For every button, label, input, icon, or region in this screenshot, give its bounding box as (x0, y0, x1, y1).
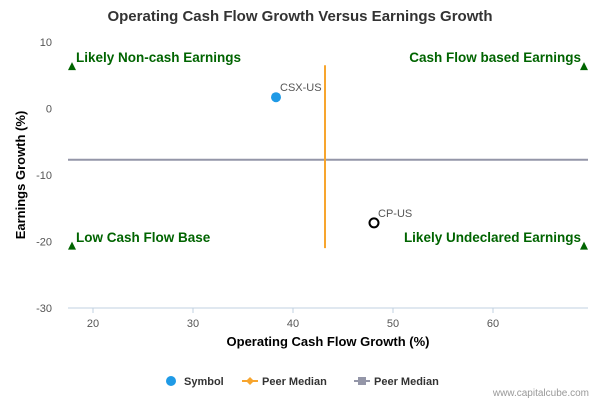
x-tick-label: 30 (187, 318, 199, 330)
y-tick-label: 0 (46, 104, 52, 116)
legend-symbol (246, 377, 254, 385)
y-tick-label: 10 (40, 37, 52, 49)
legend-label: Peer Median (374, 376, 439, 388)
quadrant-label-top-right: Cash Flow based Earnings (409, 50, 581, 65)
quadrant-marker (580, 241, 588, 250)
y-axis-title: Earnings Growth (%) (13, 111, 28, 240)
x-tick-label: 60 (487, 318, 499, 330)
y-axis-ticks: 10 0 -10 -20 -30 (36, 37, 52, 315)
legend-symbol (166, 376, 176, 386)
chart-title: Operating Cash Flow Growth Versus Earnin… (107, 8, 492, 25)
y-tick-label: -30 (36, 303, 52, 315)
x-tick-label: 50 (387, 318, 399, 330)
quadrant-label-bottom-right: Likely Undeclared Earnings (404, 230, 581, 245)
credit-text: www.capitalcube.com (492, 388, 589, 399)
quadrant-label-top-left: Likely Non-cash Earnings (76, 50, 241, 65)
x-axis-ticks: 20 30 40 50 60 (87, 308, 499, 330)
peer-median-lines (68, 65, 588, 249)
quadrant-marker (68, 241, 76, 250)
data-point-label: CSX-US (280, 82, 322, 94)
x-axis-title: Operating Cash Flow Growth (%) (227, 334, 430, 349)
data-points: CSX-US CP-US (271, 82, 412, 229)
quadrant-marker (68, 62, 76, 71)
y-tick-label: -10 (36, 170, 52, 182)
data-point (271, 92, 281, 103)
legend: Symbol Peer Median Peer Median (166, 376, 439, 388)
data-point-label: CP-US (378, 208, 412, 220)
x-tick-label: 40 (287, 318, 299, 330)
data-point (368, 217, 380, 229)
y-tick-label: -20 (36, 237, 52, 249)
legend-label: Symbol (184, 376, 224, 388)
x-tick-label: 20 (87, 318, 99, 330)
legend-symbol (358, 377, 366, 385)
legend-label: Peer Median (262, 376, 327, 388)
quadrant-marker (580, 62, 588, 71)
quadrant-label-bottom-left: Low Cash Flow Base (76, 230, 211, 245)
quadrant-labels: Likely Non-cash Earnings Cash Flow based … (68, 50, 588, 250)
